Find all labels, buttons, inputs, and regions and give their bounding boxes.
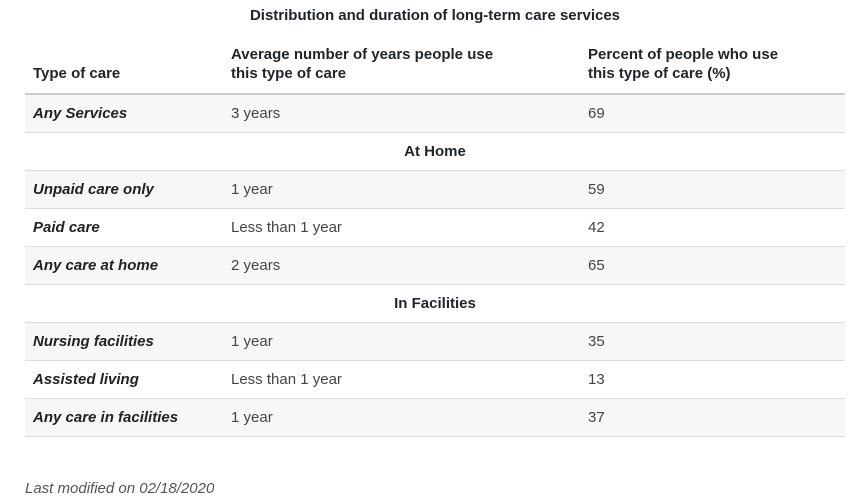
section-label: In Facilities [25, 284, 845, 323]
percent-cell: 59 [580, 170, 845, 209]
column-header-average-years: Average number of years people use this … [223, 39, 580, 95]
row-label: Unpaid care only [25, 170, 223, 209]
percent-cell: 65 [580, 246, 845, 285]
column-header-label-line1: Percent of people who use [588, 46, 779, 63]
section-row-in-facilities: In Facilities [25, 284, 845, 323]
column-header-type-of-care: Type of care [25, 39, 223, 95]
years-cell: 1 year [223, 322, 580, 361]
table-row-paid-care: Paid care Less than 1 year 42 [25, 208, 845, 247]
column-header-label: Type of care [33, 65, 121, 82]
row-label: Any care at home [25, 246, 223, 285]
section-row-at-home: At Home [25, 132, 845, 171]
years-cell: 2 years [223, 246, 580, 285]
page-title: Distribution and duration of long-term c… [249, 7, 621, 24]
percent-cell: 37 [580, 398, 845, 437]
table-header: Type of care Average number of years peo… [25, 39, 845, 95]
row-label: Nursing facilities [25, 322, 223, 361]
years-cell: 1 year [223, 170, 580, 209]
percent-cell: 69 [580, 94, 845, 133]
table-row-assisted-living: Assisted living Less than 1 year 13 [25, 360, 845, 399]
header-row: Type of care Average number of years peo… [25, 39, 845, 95]
percent-cell: 13 [580, 360, 845, 399]
column-header-label-line2: this type of care [231, 65, 347, 82]
years-cell: Less than 1 year [223, 208, 580, 247]
care-table: Type of care Average number of years peo… [25, 39, 845, 437]
table-row-any-care-in-facilities: Any care in facilities 1 year 37 [25, 398, 845, 437]
row-label: Assisted living [25, 360, 223, 399]
column-header-percent: Percent of people who use this type of c… [580, 39, 845, 95]
row-label: Any Services [25, 94, 223, 133]
percent-cell: 35 [580, 322, 845, 361]
table-row-unpaid-care-only: Unpaid care only 1 year 59 [25, 170, 845, 209]
column-header-label-line1: Average number of years people use [231, 46, 494, 63]
row-label: Any care in facilities [25, 398, 223, 437]
table-row-any-services: Any Services 3 years 69 [25, 94, 845, 133]
table-row-nursing-facilities: Nursing facilities 1 year 35 [25, 322, 845, 361]
row-label: Paid care [25, 208, 223, 247]
last-modified-note: Last modified on 02/18/2020 [25, 480, 215, 496]
table-row-any-care-at-home: Any care at home 2 years 65 [25, 246, 845, 285]
table-body: Any Services 3 years 69 At Home Unpaid c… [25, 94, 845, 437]
section-label: At Home [25, 132, 845, 171]
column-header-label-line2: this type of care (%) [588, 65, 731, 82]
years-cell: 3 years [223, 94, 580, 133]
years-cell: 1 year [223, 398, 580, 437]
percent-cell: 42 [580, 208, 845, 247]
years-cell: Less than 1 year [223, 360, 580, 399]
